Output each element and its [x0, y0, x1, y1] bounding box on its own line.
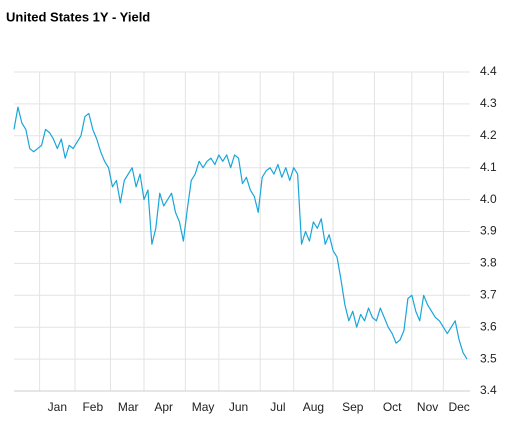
x-tick-label: Dec — [448, 400, 469, 414]
y-tick-label: 4.0 — [480, 192, 497, 206]
y-tick-label: 3.8 — [480, 256, 497, 270]
x-tick-label: Oct — [383, 400, 402, 414]
y-tick-label: 3.6 — [480, 319, 497, 333]
y-tick-label: 3.5 — [480, 351, 497, 365]
y-tick-label: 3.7 — [480, 287, 497, 301]
y-tick-label: 4.3 — [480, 96, 497, 110]
x-tick-label: Sep — [342, 400, 364, 414]
line-series — [13, 106, 468, 360]
x-tick-label: Aug — [303, 400, 324, 414]
x-tick-label: Jan — [48, 400, 67, 414]
x-tick-label: Feb — [82, 400, 103, 414]
x-tick-label: Jul — [270, 400, 285, 414]
y-tick-label: 4.1 — [480, 160, 497, 174]
x-tick-label: Apr — [154, 400, 173, 414]
y-tick-label: 4.2 — [480, 128, 497, 142]
chart-title: United States 1Y - Yield — [6, 9, 150, 24]
x-tick-label: Jun — [229, 400, 248, 414]
x-tick-label: Mar — [118, 400, 139, 414]
y-tick-label: 3.4 — [480, 383, 497, 397]
y-tick-label: 4.4 — [480, 64, 497, 78]
y-tick-label: 3.9 — [480, 224, 497, 238]
x-tick-label: Nov — [417, 400, 438, 414]
x-tick-label: May — [192, 400, 215, 414]
